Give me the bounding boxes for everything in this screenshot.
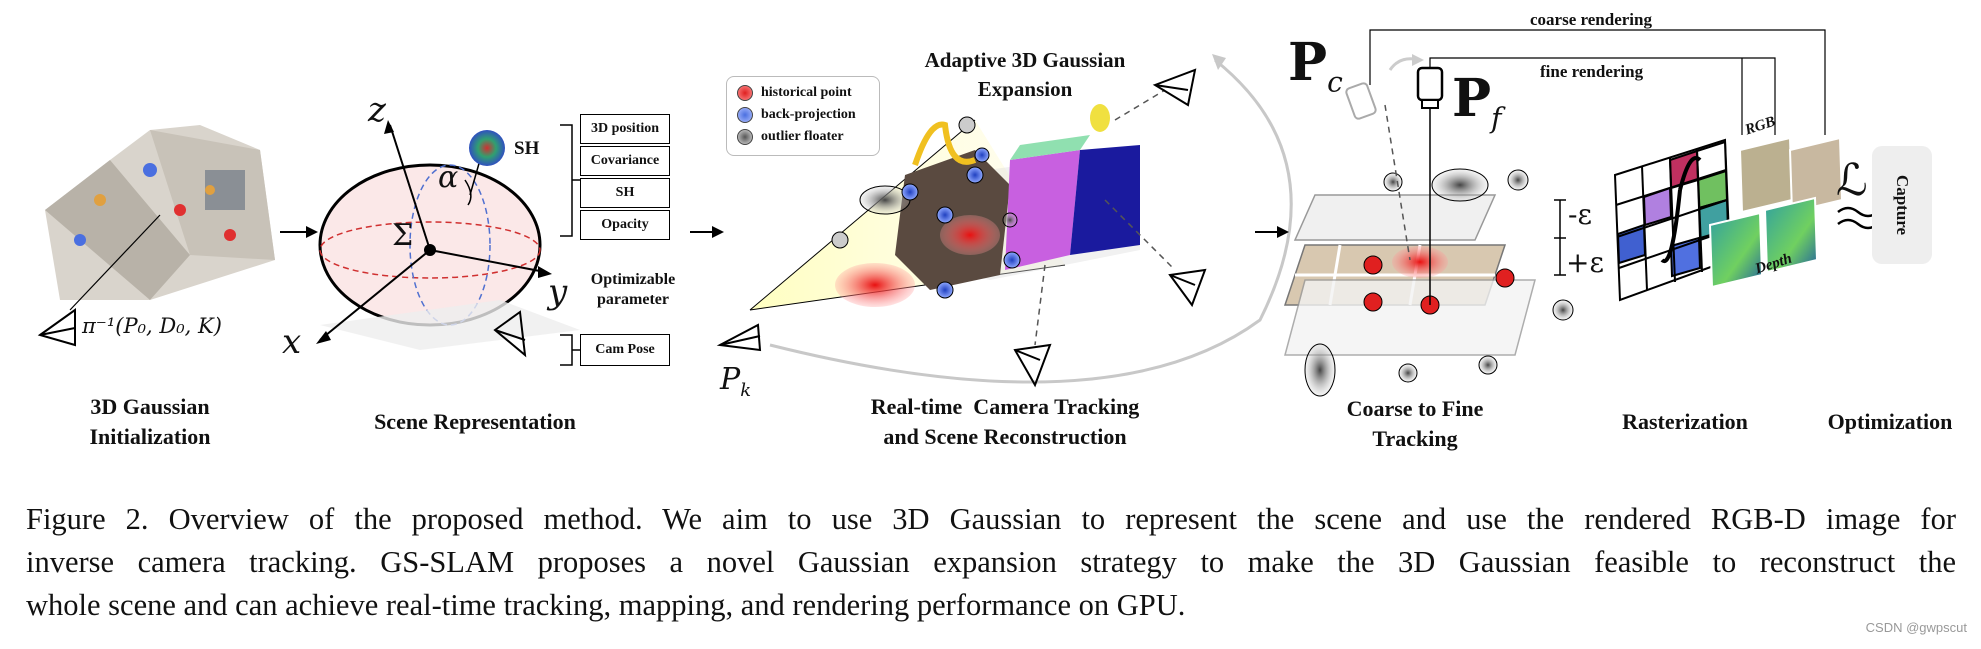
- watermark: CSDN @gwpscut: [1865, 620, 1967, 635]
- gaussian-ellipsoid-icon: [316, 120, 580, 350]
- rendered-images: [1708, 136, 1844, 289]
- sigma-label: Σ: [392, 218, 414, 253]
- figure-graphics: [37, 29, 1879, 397]
- pc-camera-icon: [1345, 54, 1424, 120]
- alpha-label: α: [438, 160, 459, 195]
- stage-raster-label: Rasterization: [1622, 409, 1748, 434]
- legend-blue-dot-icon: [737, 107, 753, 123]
- legend: historical point back-projection outlier…: [726, 76, 880, 156]
- pk-label: Pk: [720, 362, 752, 401]
- pos-epsilon-label: +ε: [1566, 246, 1604, 279]
- caption-line-2: inverse camera tracking. GS-SLAM propose…: [26, 545, 1956, 579]
- scene-camera-icon: [493, 310, 527, 358]
- rendering-lines: [1369, 29, 1826, 135]
- stage-init-label: 3D Gaussian Initialization: [89, 394, 211, 449]
- stage-tracking-label: Real-time Camera Tracking and Scene Recon…: [870, 394, 1140, 449]
- integral-icon: [1660, 156, 1702, 264]
- init-camera-icon: [37, 308, 76, 347]
- tracking-frustum: [749, 54, 1293, 384]
- init-formula: π⁻¹(P₀, D₀, K): [82, 314, 222, 338]
- coarse-rendering-label: coarse rendering: [1530, 10, 1652, 29]
- legend-historical-point: historical point: [737, 85, 852, 101]
- param-cam-pose: Cam Pose: [580, 334, 670, 366]
- fine-rendering-label: fine rendering: [1540, 62, 1644, 81]
- optimizable-parameter-label: Optimizable parameter: [590, 271, 676, 308]
- neg-epsilon-label: -ε: [1568, 198, 1592, 231]
- param-covariance: Covariance: [580, 146, 670, 176]
- loss-label: ℒ: [1836, 155, 1868, 206]
- axis-y-label: y: [548, 272, 568, 312]
- caption-line-3: whole scene and can achieve real-time tr…: [26, 588, 1186, 622]
- expansion-label: Adaptive 3D Gaussian Expansion: [924, 48, 1126, 101]
- pf-label: Pf: [1452, 68, 1502, 135]
- figure-caption: Figure 2. Overview of the proposed metho…: [26, 498, 1956, 627]
- caption-line-1: Figure 2. Overview of the proposed metho…: [26, 502, 1956, 536]
- legend-red-dot-icon: [737, 85, 753, 101]
- pk-camera-icon: [716, 323, 762, 352]
- param-3d-position: 3D position: [580, 114, 670, 144]
- stage-optim-label: Optimization: [1827, 409, 1953, 434]
- axis-z-label: z: [368, 90, 386, 130]
- param-sh: SH: [580, 178, 670, 208]
- stage-scene-label: Scene Representation: [374, 409, 576, 434]
- capture-button[interactable]: Capture: [1872, 146, 1932, 264]
- pc-label: Pc: [1288, 32, 1343, 99]
- epsilon-bracket: [1554, 199, 1566, 276]
- pf-camera-icon: [1416, 66, 1444, 109]
- param-opacity: Opacity: [580, 210, 670, 240]
- side-camera-icons: [1013, 68, 1207, 388]
- legend-outlier-floater: outlier floater: [737, 129, 844, 145]
- method-overview-figure: 3D Gaussian Initialization π⁻¹(P₀, D₀, K)…: [37, 10, 1953, 451]
- coarse-fine-planes: [1283, 100, 1574, 397]
- axis-x-label: x: [282, 322, 302, 362]
- sh-sphere-icon: [469, 130, 505, 166]
- sh-label: SH: [514, 138, 540, 159]
- legend-grey-dot-icon: [737, 129, 753, 145]
- room-pointcloud-icon: [45, 125, 275, 311]
- legend-back-projection: back-projection: [737, 107, 856, 123]
- stage-coarse-fine-label: Coarse to Fine Tracking: [1346, 396, 1484, 451]
